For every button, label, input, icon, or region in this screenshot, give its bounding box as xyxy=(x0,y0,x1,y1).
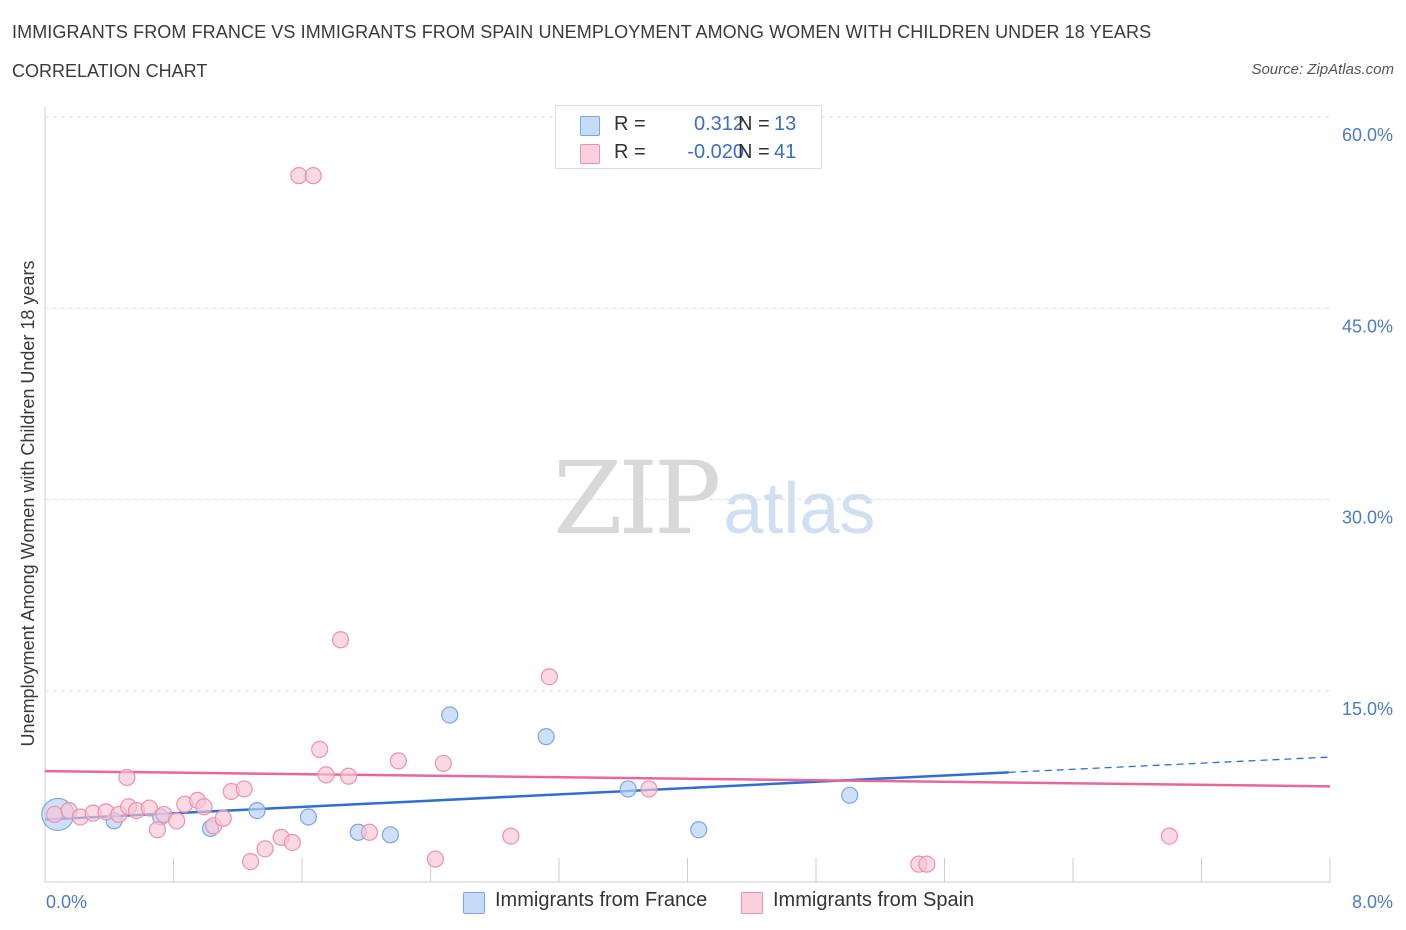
france-r-value: 0.312 xyxy=(693,113,744,135)
y-axis-label: Unemployment Among Women with Children U… xyxy=(18,261,38,747)
spain-point xyxy=(242,852,260,871)
spain-point xyxy=(140,799,159,817)
y-tick-label: 30.0% xyxy=(1342,508,1393,528)
spain-r-label: R = xyxy=(614,141,646,163)
france-point xyxy=(537,728,555,746)
spain-point xyxy=(311,740,329,759)
spain-point xyxy=(339,767,358,785)
source-credit: Source: ZipAtlas.com xyxy=(1251,61,1394,78)
tick-labels: 15.0% 30.0% 45.0% 60.0% 0.0% 8.0% Unemployment… xyxy=(18,125,1393,912)
spain-point xyxy=(1160,827,1178,845)
france-legend-label: Immigrants from France xyxy=(495,889,708,911)
spain-point xyxy=(214,809,232,827)
spain-swatch xyxy=(580,144,600,164)
stats-legend: R = 0.312 N = 13 R = -0.020 N = 41 xyxy=(555,105,822,169)
france-point xyxy=(841,786,859,804)
spain-point xyxy=(290,167,308,185)
france-point xyxy=(441,706,459,724)
spain-trend-line xyxy=(44,769,1331,788)
spain-point xyxy=(235,780,253,798)
watermark-zip: ZIP xyxy=(553,440,721,557)
y-tick-label: 60.0% xyxy=(1342,125,1393,145)
axes xyxy=(44,107,1331,883)
spain-point xyxy=(389,752,407,770)
spain-point xyxy=(148,821,167,839)
spain-point xyxy=(640,780,658,798)
watermark-atlas: atlas xyxy=(723,469,876,549)
spain-point xyxy=(283,833,301,852)
spain-legend-label: Immigrants from Spain xyxy=(773,889,975,911)
france-r-label: R = xyxy=(614,113,646,135)
france-point xyxy=(690,821,708,839)
france-trend-extension xyxy=(1008,756,1331,773)
spain-point xyxy=(168,812,186,830)
france-trend-line xyxy=(44,771,1009,821)
spain-legend-swatch xyxy=(741,892,763,914)
spain-point xyxy=(331,631,350,649)
x-tick-label-max: 8.0% xyxy=(1352,892,1393,912)
spain-point xyxy=(360,823,379,841)
france-point xyxy=(248,801,266,820)
france-point xyxy=(381,826,399,844)
spain-point xyxy=(426,850,444,868)
spain-point xyxy=(540,668,558,686)
france-swatch xyxy=(580,116,600,136)
france-n-value: 13 xyxy=(774,113,797,135)
y-tick-label: 15.0% xyxy=(1342,699,1393,719)
spain-n-label: N = xyxy=(738,141,770,163)
y-tick-label: 45.0% xyxy=(1342,316,1393,336)
chart-subtitle: CORRELATION CHART xyxy=(12,61,208,81)
x-tick-label-min: 0.0% xyxy=(46,892,87,912)
spain-point xyxy=(118,768,136,787)
grid-lines xyxy=(45,116,1330,692)
zipatlas-watermark: ZIPatlas xyxy=(553,440,875,557)
spain-n-value: 41 xyxy=(774,141,797,163)
france-n-label: N = xyxy=(738,113,770,135)
data-points xyxy=(41,167,1178,873)
spain-point xyxy=(502,827,520,845)
france-point xyxy=(299,808,318,826)
france-legend-swatch xyxy=(463,892,485,914)
spain-point xyxy=(195,798,213,816)
spain-point xyxy=(434,754,452,773)
spain-point xyxy=(46,805,64,824)
spain-point xyxy=(317,766,335,784)
france-point xyxy=(619,780,637,798)
spain-point xyxy=(256,840,274,858)
spain-point xyxy=(918,855,936,873)
chart-title: IMMIGRANTS FROM FRANCE VS IMMIGRANTS FRO… xyxy=(12,22,1152,42)
spain-point xyxy=(304,167,322,185)
spain-r-value: -0.020 xyxy=(687,141,744,163)
